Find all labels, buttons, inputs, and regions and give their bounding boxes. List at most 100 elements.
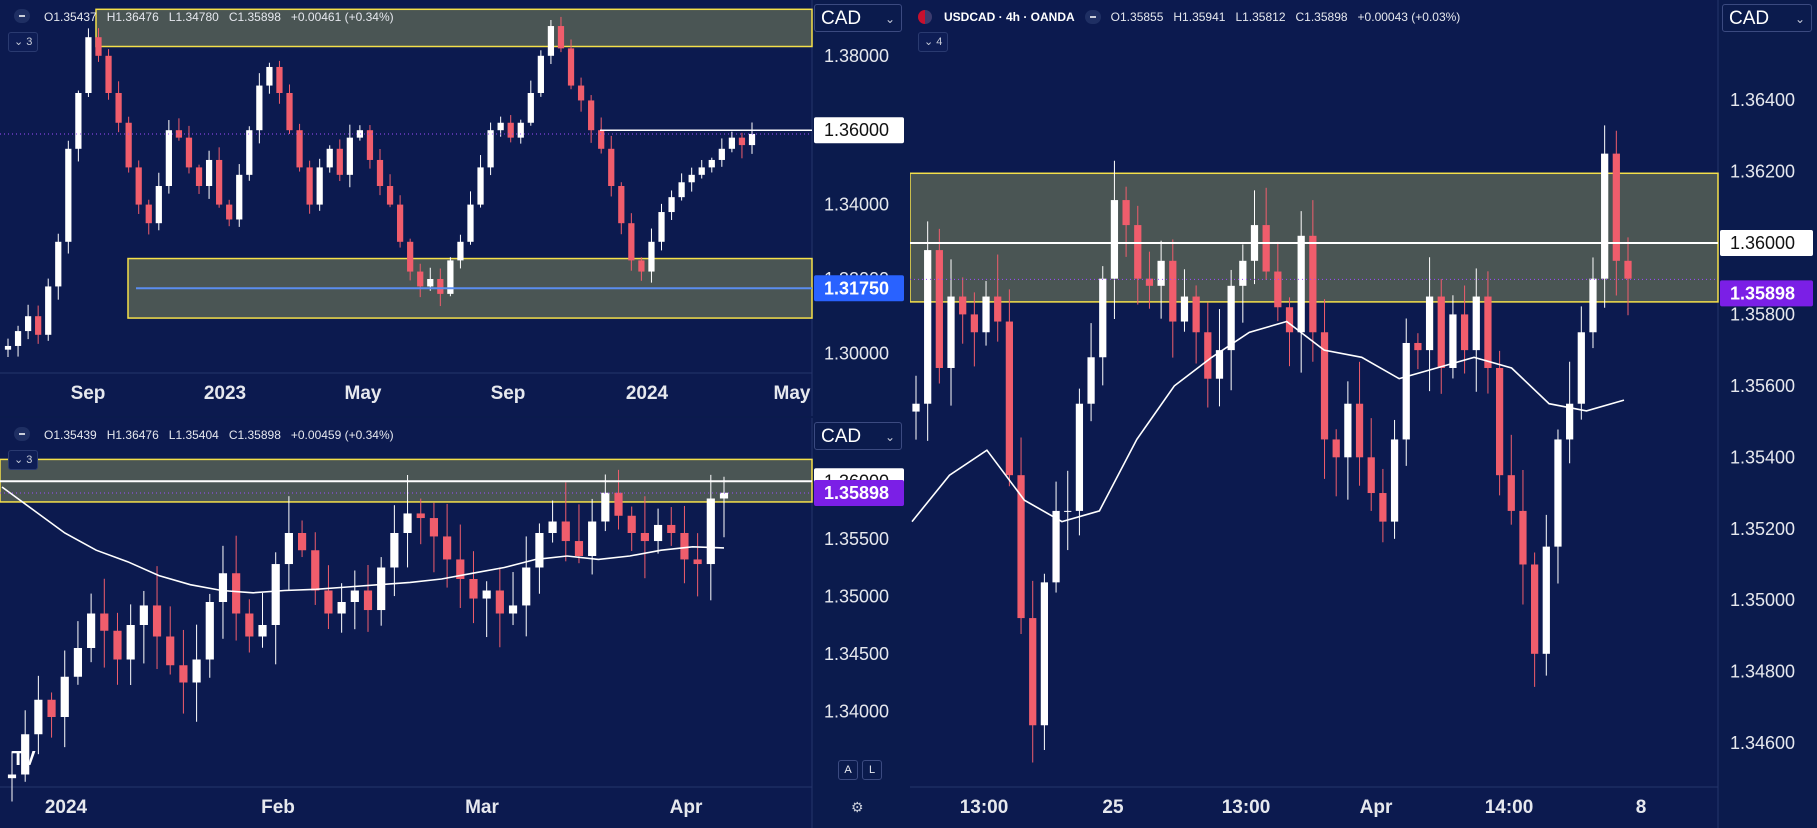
candle-body xyxy=(350,590,359,602)
candle-body xyxy=(708,159,715,168)
y-tick-label: 1.36200 xyxy=(1730,161,1795,181)
y-tick-label: 1.30000 xyxy=(824,343,889,363)
candle-body xyxy=(245,613,254,637)
y-tick-label: 1.35200 xyxy=(1730,519,1795,539)
candle-body xyxy=(718,148,725,160)
candle-body xyxy=(1227,285,1235,351)
candle-body xyxy=(416,513,425,519)
legend-change: +0.00459 (+0.34%) xyxy=(290,428,394,442)
candle-body xyxy=(1320,332,1329,440)
x-tick-label: Mar xyxy=(465,797,499,818)
candle-body xyxy=(1134,225,1142,279)
collapse-legend-icon[interactable] xyxy=(14,9,30,23)
candle-body xyxy=(195,167,203,186)
candle-body xyxy=(179,665,188,683)
candle-body xyxy=(226,204,233,220)
candle-body xyxy=(1355,403,1364,458)
candle-body xyxy=(537,55,544,93)
candle-body xyxy=(1180,296,1189,322)
candle-body xyxy=(487,130,494,168)
candle-body xyxy=(1087,357,1095,404)
indicator-toggle[interactable]: ⌄ 3 xyxy=(8,450,39,470)
x-tick-label: Sep xyxy=(491,383,526,404)
candle-body xyxy=(34,699,43,735)
indicator-count: 3 xyxy=(26,36,33,48)
legend-low: L1.35812 xyxy=(1235,10,1286,24)
candle-body xyxy=(296,130,303,168)
candle-body xyxy=(1192,296,1200,333)
indicator-toggle[interactable]: ⌄ 4 xyxy=(918,32,949,52)
candle-body xyxy=(667,524,676,533)
candle-body xyxy=(7,774,17,779)
y-tick-label: 1.35500 xyxy=(824,529,889,549)
y-tick-label: 1.36400 xyxy=(1730,90,1795,110)
chart-pane-bottom-left[interactable]: 1.355001.350001.345001.340001.360001.358… xyxy=(0,418,908,828)
collapse-legend-icon[interactable] xyxy=(14,427,30,441)
candle-body xyxy=(152,605,162,637)
candle-body xyxy=(271,564,280,625)
candle-body xyxy=(547,26,555,56)
moving-average-line xyxy=(1,486,725,594)
candle-body xyxy=(574,541,584,556)
y-tick-label: 1.35600 xyxy=(1730,376,1795,396)
auto-scale-button[interactable]: A xyxy=(838,760,858,780)
price-axis xyxy=(812,0,908,416)
candle-body xyxy=(366,130,374,160)
currency-select[interactable]: CAD ⌄ xyxy=(814,4,902,32)
chart-pane-top-left[interactable]: 1.380001.340001.320001.300001.360001.317… xyxy=(0,0,908,416)
candle-body xyxy=(601,492,610,522)
candle-body xyxy=(738,137,746,146)
x-tick-label: 2023 xyxy=(204,383,246,404)
symbol-title[interactable]: USDCAD · 4h · OANDA xyxy=(944,10,1075,24)
candle-body xyxy=(14,331,22,346)
candle-body xyxy=(728,137,736,149)
candle-body xyxy=(21,734,30,775)
legend-open: O1.35439 xyxy=(44,428,97,442)
candle-body xyxy=(437,279,444,294)
collapse-legend-icon[interactable] xyxy=(1084,10,1101,24)
candle-body xyxy=(614,492,623,516)
candle-body xyxy=(548,521,557,533)
candle-body xyxy=(1204,332,1212,379)
candle-body xyxy=(527,93,534,123)
indicator-toggle[interactable]: ⌄ 3 xyxy=(8,32,39,52)
y-tick-label: 1.34000 xyxy=(824,701,889,721)
candle-body xyxy=(232,573,241,614)
candle-body xyxy=(276,66,283,93)
legend-close: C1.35898 xyxy=(228,10,281,24)
x-tick-label: 2024 xyxy=(626,383,669,404)
log-scale-button[interactable]: L xyxy=(862,760,882,780)
candle-body xyxy=(508,605,518,614)
candle-body xyxy=(970,314,978,333)
candle-body xyxy=(1519,510,1527,565)
daily-chart[interactable]: 1.355001.350001.345001.340001.360001.358… xyxy=(0,418,908,828)
candle-body xyxy=(698,167,705,175)
candle-body xyxy=(618,186,625,224)
currency-select[interactable]: CAD ⌄ xyxy=(1722,4,1812,32)
candle-body xyxy=(924,250,932,404)
candle-body xyxy=(658,212,665,242)
candle-body xyxy=(627,515,636,533)
chart-pane-right[interactable]: 1.36400 1.36200 1.35800 1.35600 1.35400 1.352… xyxy=(910,0,1817,828)
candle-body xyxy=(192,659,201,683)
candle-body xyxy=(60,676,69,717)
usd-cad-flag-icon xyxy=(918,10,932,24)
x-tick-label: Apr xyxy=(670,797,703,818)
candle-body xyxy=(1554,439,1562,547)
currency-select[interactable]: CAD ⌄ xyxy=(814,422,902,450)
four-hour-chart[interactable]: 1.36400 1.36200 1.35800 1.35600 1.35400 1.352… xyxy=(910,0,1817,828)
candle-body xyxy=(1437,296,1445,368)
candle-body xyxy=(719,492,729,499)
weekly-chart[interactable]: 1.380001.340001.320001.300001.360001.317… xyxy=(0,0,908,416)
candle-body xyxy=(337,602,346,614)
candle-body xyxy=(1589,278,1597,333)
candle-body xyxy=(748,133,756,146)
settings-gear-icon[interactable]: ⚙ xyxy=(851,799,864,815)
candle-body xyxy=(45,286,52,335)
candle-body xyxy=(467,204,474,242)
candle-body xyxy=(1612,153,1620,261)
level-price-text: 1.36000 xyxy=(824,120,889,140)
candle-body xyxy=(638,260,645,272)
candle-body xyxy=(1577,332,1585,404)
candle-body xyxy=(469,579,478,599)
